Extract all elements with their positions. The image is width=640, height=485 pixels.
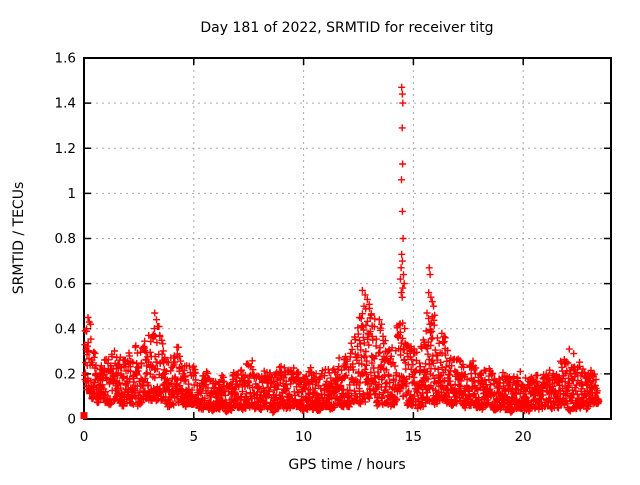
y-tick-label: 1 — [67, 186, 76, 202]
origin-square-marker — [80, 412, 88, 420]
x-axis-label: GPS time / hours — [288, 457, 405, 473]
x-tick-label: 15 — [405, 429, 422, 445]
data-points — [80, 83, 603, 420]
scatter-points — [81, 83, 603, 417]
grid-path — [84, 58, 611, 419]
x-tick-label: 10 — [295, 429, 312, 445]
y-tick-label: 0.4 — [55, 321, 76, 337]
y-tick-label: 1.4 — [55, 96, 76, 112]
x-tick-label: 0 — [80, 429, 89, 445]
tick-labels: 0 5 10 15 20 0 0.2 0.4 0.6 0.8 1 1.2 1.4 1.6 — [55, 51, 532, 446]
y-tick-label: 1.6 — [55, 51, 76, 67]
grid-lines — [84, 58, 611, 419]
x-tick-label: 20 — [515, 429, 532, 445]
y-tick-label: 0.8 — [55, 231, 76, 247]
y-tick-label: 0.2 — [55, 366, 76, 382]
plot-frame — [83, 57, 612, 420]
chart-title: Day 181 of 2022, SRMTID for receiver tit… — [200, 20, 493, 36]
y-tick-label: 1.2 — [55, 141, 76, 157]
y-tick-label: 0 — [67, 412, 76, 428]
y-axis-label: SRMTID / TECUs — [11, 182, 27, 295]
x-tick-label: 5 — [190, 429, 199, 445]
y-tick-label: 0.6 — [55, 276, 76, 292]
